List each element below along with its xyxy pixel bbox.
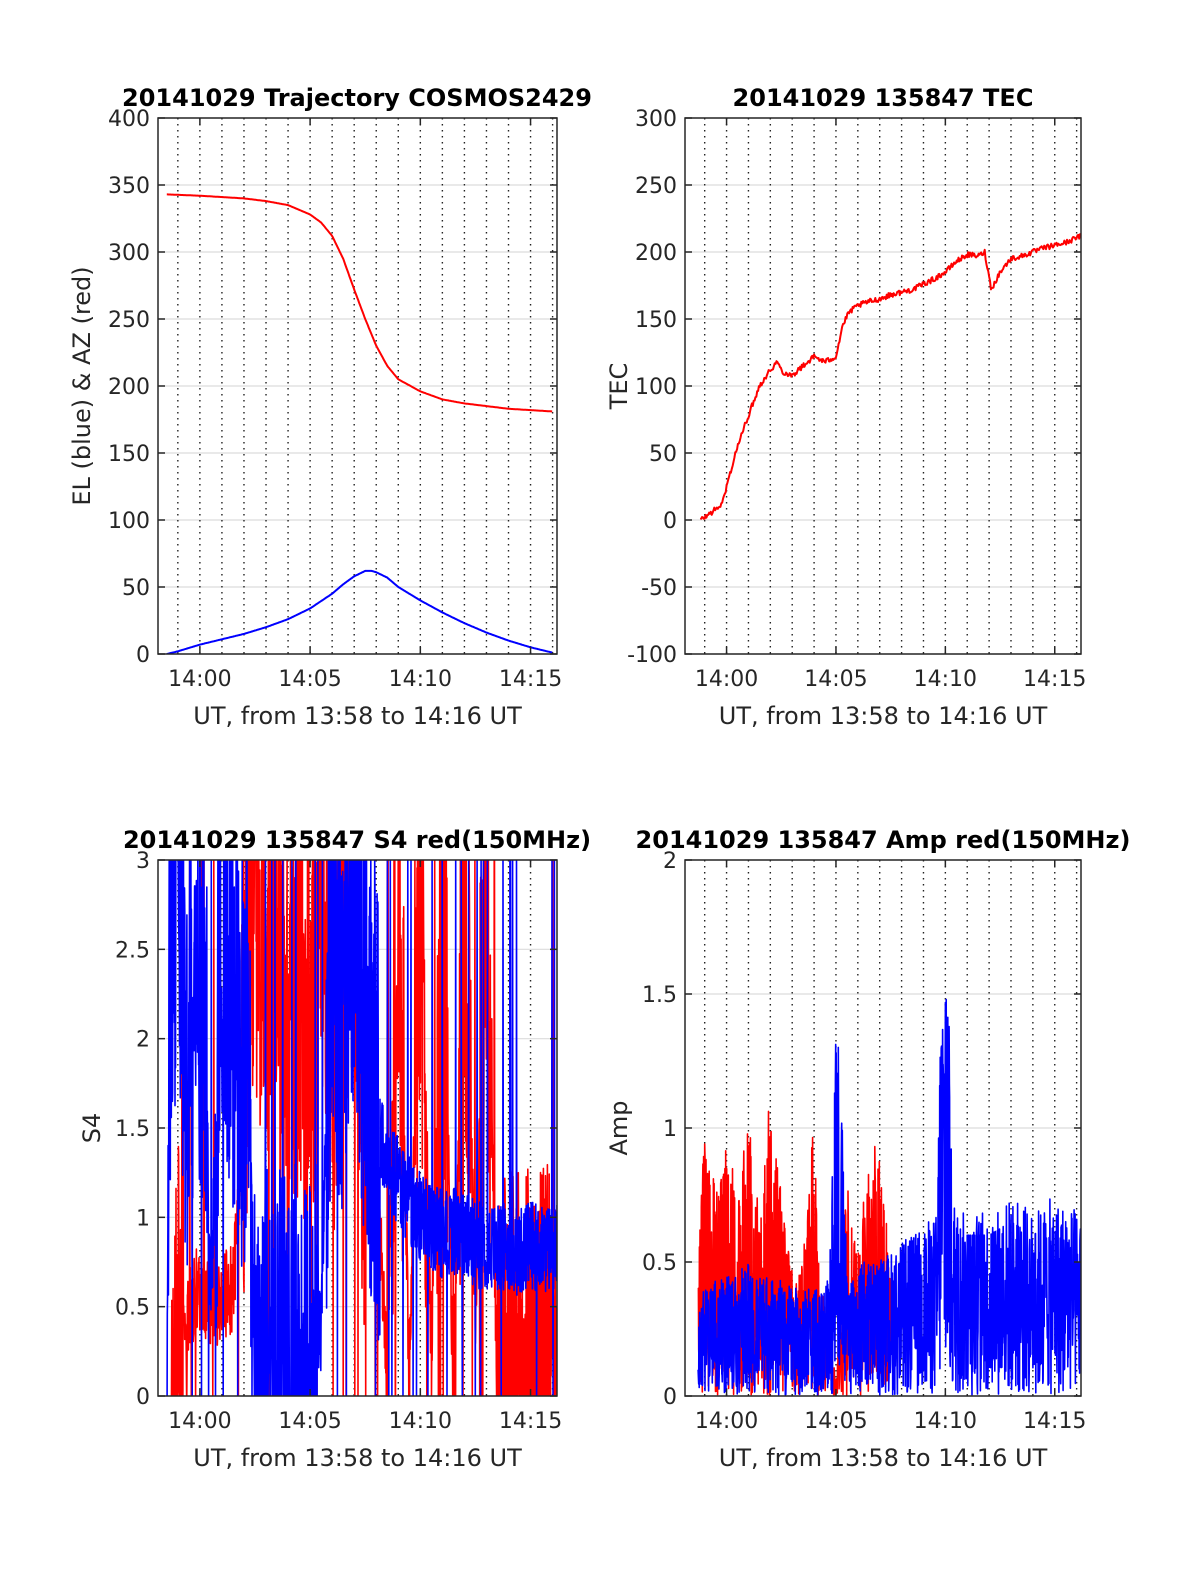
- x-axis-label: UT, from 13:58 to 14:16 UT: [719, 1444, 1048, 1472]
- y-tick-label: 0: [136, 1385, 150, 1410]
- chart-title: 20141029 135847 Amp red(150MHz): [636, 826, 1131, 854]
- y-tick-label: 1.5: [642, 983, 677, 1008]
- y-axis-label: S4: [78, 1113, 106, 1144]
- y-tick-label: 2: [663, 849, 677, 874]
- y-tick-label: 250: [635, 174, 677, 199]
- x-tick-label: 14:15: [1023, 667, 1086, 692]
- x-tick-label: 14:00: [168, 1409, 231, 1434]
- y-tick-label: 200: [108, 375, 150, 400]
- y-axis-label: EL (blue) & AZ (red): [68, 266, 96, 505]
- series-line-1: [699, 233, 1081, 521]
- x-axis-label: UT, from 13:58 to 14:16 UT: [719, 702, 1048, 730]
- y-tick-label: 0.5: [642, 1251, 677, 1276]
- x-tick-label: 14:15: [499, 1409, 562, 1434]
- y-tick-label: 300: [635, 107, 677, 132]
- x-tick-label: 14:10: [389, 1409, 452, 1434]
- y-tick-label: 0: [663, 509, 677, 534]
- y-tick-label: 2: [136, 1028, 150, 1053]
- y-tick-label: 150: [635, 308, 677, 333]
- y-tick-label: 3: [136, 849, 150, 874]
- x-tick-label: 14:10: [914, 667, 977, 692]
- y-tick-label: 0: [136, 643, 150, 668]
- series-line-1: [166, 193, 553, 413]
- x-tick-label: 14:00: [695, 1409, 758, 1434]
- x-tick-label: 14:15: [499, 667, 562, 692]
- x-axis-label: UT, from 13:58 to 14:16 UT: [193, 1444, 522, 1472]
- y-tick-label: -100: [627, 643, 677, 668]
- chart-panel-4: 0 0.5 1 1.5 2 14:00 14:05 14:10 14:15 20141029 13…: [605, 826, 1130, 1472]
- x-tick-label: 14:10: [914, 1409, 977, 1434]
- series-line-2: [697, 998, 1081, 1396]
- x-tick-label: 14:05: [804, 667, 867, 692]
- chart-panel-2: -100 -50 0 50 100 150 200 250 300 14:00 14:05 14:10…: [605, 84, 1086, 730]
- y-tick-label: 150: [108, 442, 150, 467]
- x-tick-label: 14:05: [278, 667, 341, 692]
- y-tick-label: 200: [635, 241, 677, 266]
- x-tick-label: 14:15: [1023, 1409, 1086, 1434]
- y-tick-label: 100: [635, 375, 677, 400]
- y-tick-label: -50: [641, 576, 677, 601]
- x-tick-label: 14:00: [168, 667, 231, 692]
- y-axis-label: Amp: [605, 1100, 633, 1155]
- x-tick-label: 14:10: [389, 667, 452, 692]
- chart-title: 20141029 Trajectory COSMOS2429: [122, 84, 592, 112]
- y-tick-label: 300: [108, 241, 150, 266]
- x-axis-label: UT, from 13:58 to 14:16 UT: [193, 702, 522, 730]
- chart-title: 20141029 135847 S4 red(150MHz): [123, 826, 591, 854]
- y-tick-label: 0.5: [115, 1296, 150, 1321]
- y-tick-label: 400: [108, 107, 150, 132]
- y-axis-label: TEC: [605, 363, 633, 411]
- y-tick-label: 1: [136, 1206, 150, 1231]
- chart-title: 20141029 135847 TEC: [733, 84, 1034, 112]
- y-tick-label: 0: [663, 1385, 677, 1410]
- y-tick-label: 250: [108, 308, 150, 333]
- chart-panel-3: 0 0.5 1 1.5 2 2.5 3 14:00 14:05 14:10 14:15 2014102…: [78, 826, 591, 1472]
- y-tick-label: 50: [122, 576, 150, 601]
- series-line-2: [166, 569, 553, 654]
- y-tick-label: 1: [663, 1117, 677, 1142]
- y-tick-label: 2.5: [115, 938, 150, 963]
- y-tick-label: 1.5: [115, 1117, 150, 1142]
- x-tick-label: 14:05: [804, 1409, 867, 1434]
- series-line-2: [166, 860, 557, 1396]
- series-line-1: [170, 860, 557, 1396]
- y-tick-label: 350: [108, 174, 150, 199]
- y-tick-label: 100: [108, 509, 150, 534]
- y-tick-label: 50: [649, 442, 677, 467]
- x-tick-label: 14:05: [278, 1409, 341, 1434]
- chart-panel-1: 0 50 100 150 200 250 300 350 400 14:00 14:05 14:10 1…: [68, 84, 592, 730]
- x-tick-label: 14:00: [695, 667, 758, 692]
